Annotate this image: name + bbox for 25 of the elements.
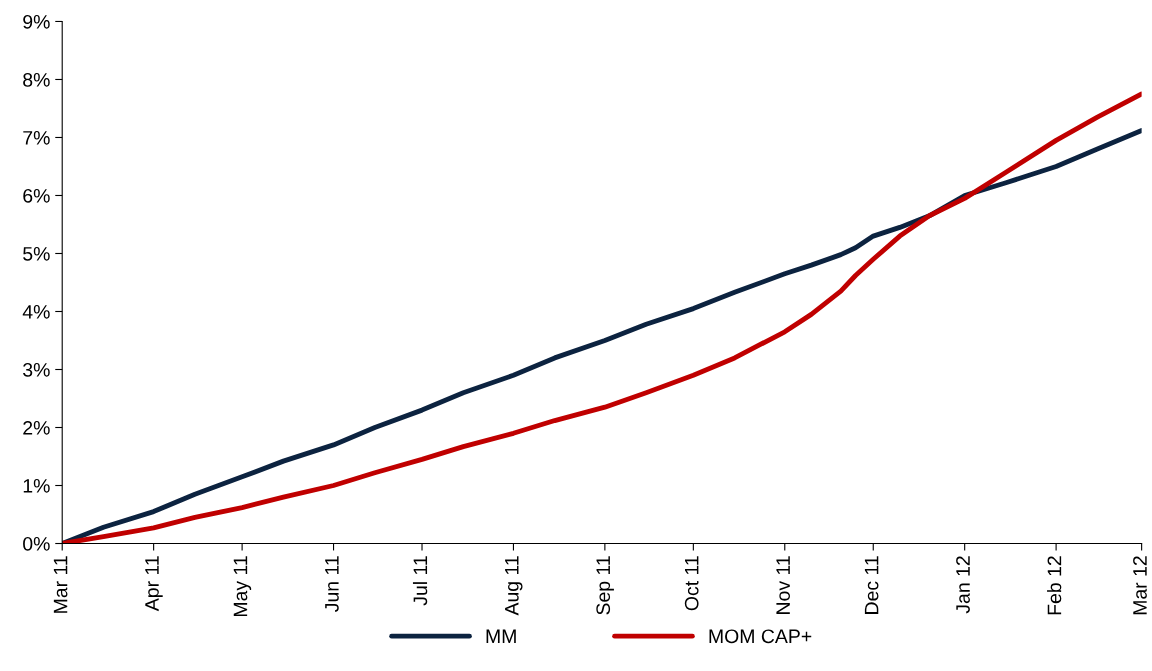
x-tick-label: Jul 11 — [412, 556, 428, 606]
y-tick-label: 2% — [23, 420, 50, 435]
y-tick-label: 4% — [22, 305, 50, 319]
x-tick-label: Mar 11 — [53, 556, 68, 613]
x-tick-label: Sep 11 — [596, 556, 614, 615]
y-tick-label: 7% — [23, 131, 50, 145]
y-tick-label: 3% — [23, 362, 50, 377]
x-tick-label: Nov 11 — [776, 556, 790, 614]
x-tick-label: May 11 — [233, 556, 252, 617]
y-tick-label: 6% — [23, 188, 50, 203]
y-tick-label: 5% — [23, 247, 50, 261]
y-tick-label: 8% — [23, 72, 50, 87]
legend-label: MM — [486, 629, 516, 643]
x-tick-label: Jun 11 — [325, 556, 339, 612]
x-tick-label: Oct 11 — [684, 556, 699, 611]
x-tick-label: Aug 11 — [505, 556, 523, 616]
x-tick-label: Dec 11 — [864, 556, 879, 614]
x-tick-label: Apr 11 — [145, 556, 163, 612]
x-tick-label: Jan 12 — [956, 556, 970, 614]
y-tick-label: 9% — [23, 14, 50, 29]
y-tick-label: 0% — [23, 536, 50, 551]
x-tick-label: Feb 12 — [1047, 556, 1062, 615]
x-tick-label: Mar 12 — [1133, 556, 1147, 615]
legend-label: MOM CAP+ — [709, 629, 812, 644]
y-tick-label: 1% — [23, 479, 50, 493]
